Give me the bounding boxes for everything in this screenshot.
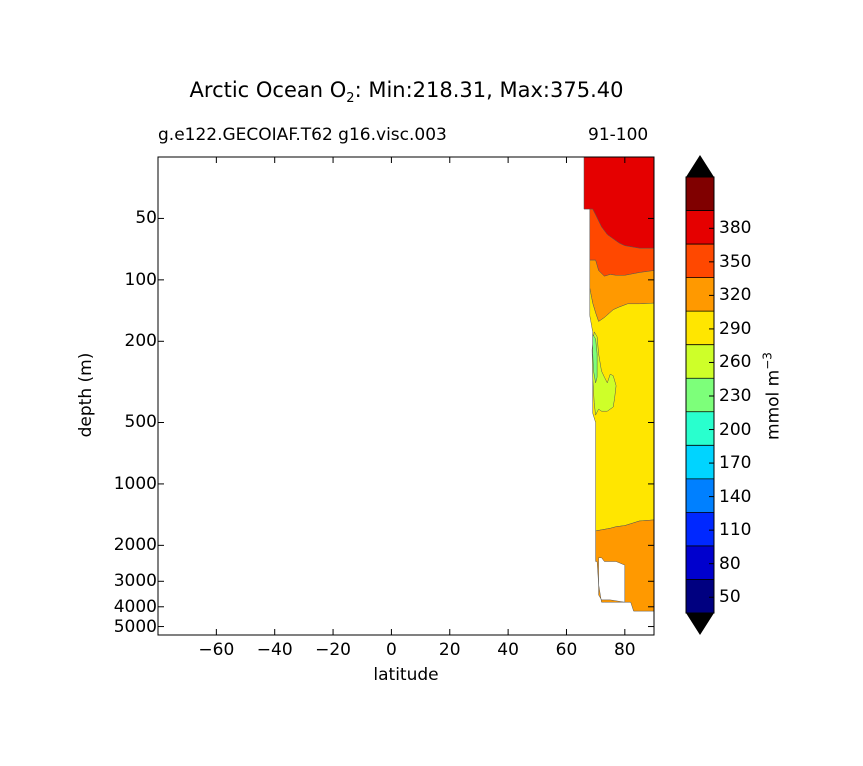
contour-fill-group	[583, 157, 654, 612]
colorbar-band-8	[686, 311, 714, 345]
colorbar-band-11	[686, 210, 714, 245]
colorbar-tick-label: 200	[719, 419, 752, 440]
y-tick-label: 100	[124, 269, 157, 290]
colorbar-band-3	[686, 478, 714, 513]
colorbar-tick-label: 320	[719, 285, 752, 306]
y-tick-label: 2000	[113, 535, 157, 556]
x-tick-label: 40	[497, 640, 519, 660]
y-axis-label: depth (m)	[76, 352, 96, 438]
colorbar-tick-label: 260	[719, 352, 752, 373]
colorbar-frame	[685, 176, 715, 614]
colorbar-band-0	[686, 579, 714, 614]
colorbar-band-2	[686, 512, 714, 547]
colorbar-tick-label: 170	[719, 453, 752, 474]
colorbar-band-6	[686, 378, 714, 413]
x-tick-label: −20	[315, 640, 351, 660]
x-tick-label: 80	[613, 640, 636, 660]
plot-frame	[157, 156, 655, 636]
year-range-subtitle: 91-100	[588, 125, 649, 145]
y-tick-label: 200	[124, 331, 157, 352]
contour-region-3	[589, 288, 654, 532]
y-tick-label: 3000	[113, 571, 157, 592]
y-tick-label: 50	[135, 208, 157, 229]
contour-region-6	[595, 519, 654, 612]
colorbar-tick-label: 350	[719, 251, 752, 272]
colorbar-label: mmol m−3	[760, 352, 784, 440]
colorbar-tick-label: 80	[719, 553, 741, 574]
x-tick-label: −60	[198, 640, 235, 660]
x-tick-label: 60	[555, 640, 578, 660]
x-tick-label: 0	[385, 640, 397, 660]
colorbar-tick-label: 50	[719, 587, 741, 608]
y-tick-label: 500	[124, 412, 157, 433]
colorbar-tick-label: 230	[719, 386, 752, 406]
run-name-subtitle: g.e122.GECOIAF.T62 g16.visc.003	[158, 125, 447, 145]
colorbar-band-1	[686, 545, 714, 580]
colorbar-extend-top	[686, 155, 714, 177]
y-tick-label: 5000	[113, 616, 157, 637]
contour-region-5	[592, 334, 598, 384]
colorbar-band-10	[686, 244, 714, 278]
contour-region-4	[591, 331, 617, 416]
colorbar-band-12	[686, 177, 714, 211]
colorbar-extend-bottom	[686, 613, 714, 635]
colorbar-band-9	[686, 277, 714, 312]
x-tick-label: −40	[256, 640, 293, 660]
y-tick-label: 1000	[113, 473, 157, 494]
x-axis-label: latitude	[373, 665, 439, 685]
chart-title: Arctic Ocean O2: Min:218.31, Max:375.40	[189, 78, 624, 107]
y-tick-label: 4000	[113, 596, 157, 617]
colorbar-band-4	[686, 445, 714, 480]
colorbar-band-5	[686, 411, 714, 446]
colorbar-tick-label: 380	[719, 218, 752, 239]
x-tick-label: 20	[438, 640, 461, 660]
colorbar-tick-label: 110	[719, 520, 752, 541]
colorbar-tick-label: 290	[719, 318, 752, 339]
colorbar-band-7	[686, 344, 714, 379]
colorbar-tick-label: 140	[719, 486, 752, 507]
